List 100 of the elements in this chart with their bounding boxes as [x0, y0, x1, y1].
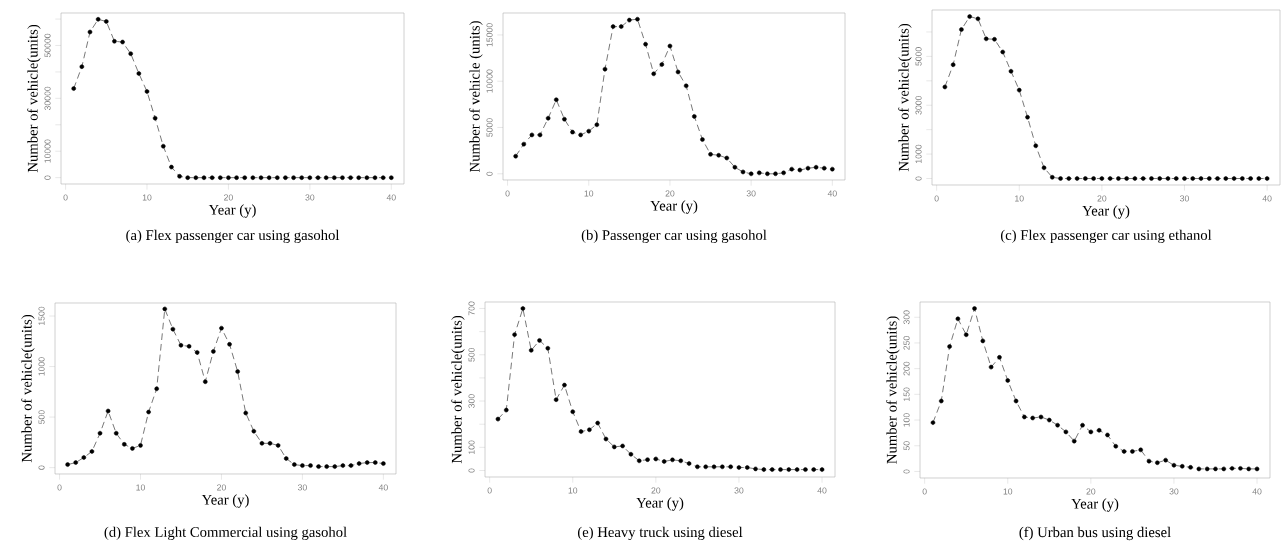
x-tick-label: 0: [63, 194, 68, 201]
point: [266, 175, 272, 180]
point: [152, 115, 158, 121]
y-tick-label: 0: [915, 176, 922, 181]
point: [955, 316, 961, 322]
point: [178, 343, 184, 348]
point: [1165, 176, 1171, 181]
point: [1215, 176, 1220, 181]
y-tick-label: 500: [468, 347, 475, 362]
x-tick-label: 40: [827, 190, 837, 197]
point: [773, 171, 778, 177]
point: [756, 170, 762, 176]
point: [562, 116, 567, 122]
point: [1198, 176, 1204, 181]
point: [645, 457, 650, 462]
x-tick-label: 10: [584, 190, 594, 197]
point: [104, 19, 109, 24]
point: [243, 410, 249, 416]
point: [1096, 428, 1102, 433]
x-tick-label: 10: [142, 194, 152, 201]
point: [185, 175, 190, 180]
point: [251, 428, 257, 434]
y-tick-label: 1000: [38, 357, 45, 376]
point: [1188, 465, 1193, 470]
point: [308, 463, 313, 468]
point: [686, 461, 692, 466]
point: [594, 122, 600, 127]
y-tick-label: 5000: [486, 118, 493, 137]
point: [744, 465, 750, 470]
y-tick-label: 100: [468, 440, 475, 454]
point: [1149, 176, 1154, 181]
point: [348, 463, 354, 468]
x-tick-label: 30: [305, 194, 315, 201]
point: [1055, 422, 1060, 428]
point: [570, 409, 576, 414]
text: (e) Heavy truck using diesel: [577, 526, 743, 541]
point: [695, 464, 700, 470]
point: [203, 379, 208, 384]
point: [803, 467, 808, 472]
point: [578, 429, 584, 434]
point: [323, 175, 329, 180]
point: [136, 71, 142, 76]
y-tick-label: 50: [903, 441, 910, 451]
point: [813, 165, 819, 170]
point: [65, 462, 70, 467]
point: [1050, 175, 1055, 180]
y-tick-label: 0: [44, 175, 51, 180]
point: [967, 14, 972, 19]
x-tick-label: 0: [57, 484, 62, 491]
x-axis-title: Year (y): [1071, 498, 1119, 512]
point: [1173, 176, 1179, 181]
x-tick-label: 0: [922, 488, 927, 495]
point: [275, 443, 281, 448]
point: [219, 325, 224, 331]
y-tick-label: 5000: [915, 47, 922, 66]
y-tick-label: 10000: [486, 69, 493, 93]
point: [724, 155, 730, 161]
y-axis-title: Number of vehicle(units): [21, 314, 35, 463]
point: [942, 84, 948, 90]
point: [138, 443, 143, 448]
point: [97, 430, 103, 436]
point: [789, 166, 795, 172]
point: [292, 462, 297, 467]
point: [661, 459, 667, 464]
point: [504, 407, 509, 413]
point: [781, 170, 786, 176]
point: [81, 455, 87, 460]
point: [972, 306, 977, 311]
point: [1264, 176, 1270, 181]
point: [1083, 176, 1088, 181]
point: [364, 175, 370, 180]
point: [162, 306, 168, 312]
point: [769, 467, 775, 472]
point: [528, 348, 534, 353]
point: [670, 457, 675, 463]
point: [283, 175, 288, 180]
point: [340, 463, 346, 468]
x-tick-label: 10: [568, 487, 578, 494]
point: [553, 397, 559, 402]
point: [356, 461, 362, 466]
point: [364, 460, 370, 465]
point: [1238, 466, 1243, 471]
point: [267, 441, 273, 446]
point: [716, 153, 721, 158]
point: [275, 175, 280, 180]
y-tick-label: 0: [468, 468, 475, 473]
x-tick-label: 30: [297, 484, 307, 491]
point: [1213, 466, 1218, 472]
x-tick-label: 30: [1180, 195, 1189, 202]
point: [291, 175, 296, 180]
point: [939, 398, 944, 404]
point: [1240, 176, 1245, 181]
point: [610, 24, 616, 29]
point: [300, 463, 305, 468]
y-tick-label: 30000: [44, 86, 51, 111]
x-axis-title: Year (y): [201, 494, 249, 508]
point: [537, 338, 542, 343]
point: [997, 355, 1002, 360]
point: [95, 17, 101, 22]
point: [1088, 429, 1094, 435]
